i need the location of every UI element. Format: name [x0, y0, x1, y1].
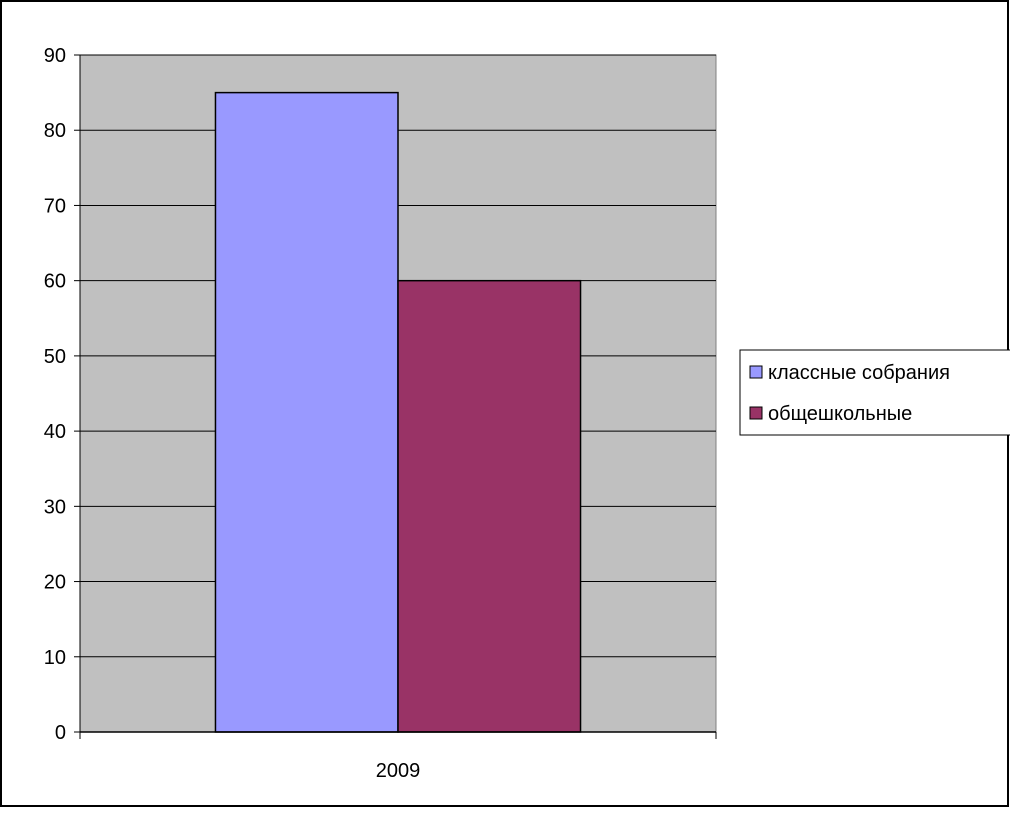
y-tick-label: 60 [44, 271, 66, 293]
bar-klassnye [214, 91, 399, 733]
y-tick-label: 70 [44, 195, 66, 217]
x-axis: 2009 [79, 731, 717, 782]
y-tick-label: 90 [44, 45, 66, 67]
y-tick-label: 50 [44, 346, 66, 368]
legend: классные собрания общешкольные [739, 349, 1010, 436]
y-tick-label: 30 [44, 496, 66, 518]
bars [214, 91, 582, 733]
legend-swatch-klassnye [749, 365, 763, 379]
y-tick-label: 80 [44, 120, 66, 142]
y-tick-label: 10 [44, 647, 66, 669]
x-tick-label: 2009 [376, 760, 421, 782]
legend-label-klassnye: классные собрания [768, 362, 950, 384]
y-axis: 0 10 20 30 40 50 60 70 80 90 [44, 45, 81, 744]
legend-label-obshcheshkolnye: общешкольные [768, 403, 912, 425]
y-tick-label: 20 [44, 572, 66, 594]
legend-box [739, 349, 1010, 436]
legend-swatch-obshcheshkolnye [749, 406, 763, 420]
y-tick-label: 0 [55, 722, 66, 744]
y-tick-label: 40 [44, 421, 66, 443]
bar-obshcheshkolnye [397, 279, 582, 733]
